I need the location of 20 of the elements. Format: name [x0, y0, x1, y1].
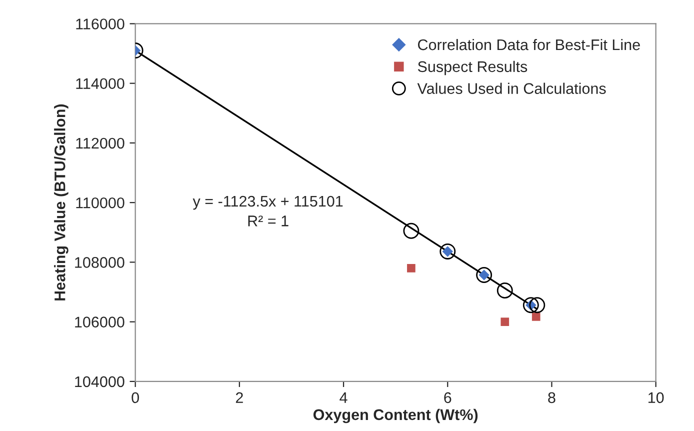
y-tick-label: 108000 — [75, 257, 124, 268]
y-tick-label: 106000 — [75, 316, 124, 328]
y-tick-label: 110000 — [76, 197, 124, 208]
x-tick-label: 0 — [132, 392, 139, 404]
annotation: R² = 1 — [248, 216, 288, 226]
x-tick-label: 6 — [444, 392, 452, 404]
x-tick-label: 2 — [236, 392, 243, 403]
y-tick-label: 104000 — [75, 376, 124, 388]
x-tick-label: 8 — [548, 392, 556, 404]
x-tick-label: 4 — [340, 392, 348, 403]
annotation: y = -1123.5x + 115101 — [192, 196, 343, 210]
x-tick-label: 10 — [648, 392, 664, 404]
legend-label: Correlation Data for Best-Fit Line — [418, 38, 640, 50]
y-axis-title: Heating Value (BTU/Gallon) — [54, 104, 68, 300]
y-tick-label: 112000 — [76, 138, 124, 149]
legend-label: Suspect Results — [418, 60, 528, 76]
legend-label: Values Used in Calculations — [417, 82, 606, 94]
y-tick-label: 114000 — [76, 78, 124, 90]
y-tick-label: 116000 — [76, 18, 124, 30]
x-axis-title: Oxygen Content (Wt%) — [313, 408, 478, 424]
